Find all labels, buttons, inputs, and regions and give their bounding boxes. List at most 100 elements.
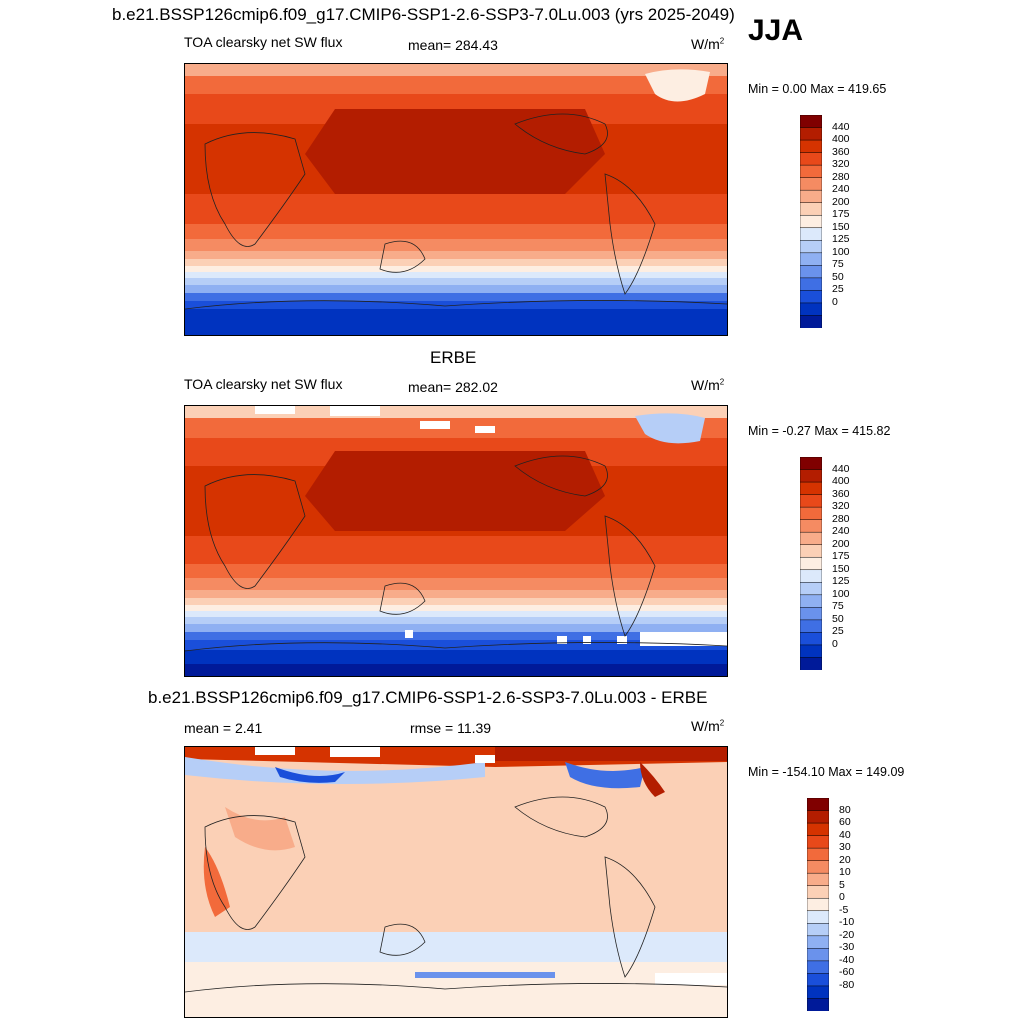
panel1-variable-label: TOA clearsky net SW flux <box>184 34 343 50</box>
colorbar-swatch <box>799 531 823 546</box>
colorbar-swatch <box>806 923 830 937</box>
panel1-minmax: Min = 0.00 Max = 419.65 <box>748 82 887 96</box>
panel2-units: W/m2 <box>691 377 725 393</box>
colorbar-swatch <box>806 897 830 912</box>
colorbar-swatch <box>799 139 823 154</box>
colorbar-tick-label: -60 <box>839 966 855 979</box>
colorbar-tick-label: 25 <box>832 625 844 638</box>
colorbar-tick-label: 5 <box>839 878 845 891</box>
colorbar-tick-label: 0 <box>832 637 838 650</box>
colorbar-swatch <box>806 985 830 1000</box>
colorbar-swatch <box>799 494 823 508</box>
colorbar-tick-label: 440 <box>832 462 850 475</box>
colorbar-swatch <box>799 302 823 317</box>
colorbar-tick-label: 80 <box>839 803 851 816</box>
colorbar-tick-label: 360 <box>832 487 850 500</box>
colorbar-swatch <box>799 114 823 129</box>
colorbar-swatch <box>799 519 823 533</box>
colorbar-tick-label: 75 <box>832 600 844 613</box>
colorbar-tick-label: 150 <box>832 220 850 233</box>
colorbar-swatch <box>806 910 830 925</box>
panel2-header: ERBE <box>430 348 477 367</box>
colorbar-tick-label: 50 <box>832 612 844 625</box>
colorbar-swatch <box>799 544 823 558</box>
panel1-units: W/m2 <box>691 36 725 52</box>
colorbar-tick-label: 240 <box>832 183 850 196</box>
colorbar-swatch <box>799 456 823 471</box>
colorbar-swatch <box>799 506 823 521</box>
panel3-rmse-label: rmse = 11.39 <box>410 720 492 736</box>
colorbar-swatch <box>799 469 823 483</box>
colorbar-swatch <box>799 481 823 496</box>
colorbar-tick-label: 10 <box>839 866 851 879</box>
colorbar-swatch <box>806 860 830 874</box>
colorbar-swatch <box>806 973 830 987</box>
colorbar-swatch <box>806 797 830 812</box>
colorbar-swatch <box>799 644 823 659</box>
colorbar-tick-label: 50 <box>832 270 844 283</box>
colorbar-tick-label: 280 <box>832 170 850 183</box>
colorbar-tick-label: 200 <box>832 537 850 550</box>
colorbar-swatch <box>806 960 830 975</box>
panel3-units: W/m2 <box>691 718 725 734</box>
difference-colorbar <box>806 797 830 1012</box>
colorbar-tick-label: 30 <box>839 841 851 854</box>
colorbar-swatch <box>799 189 823 204</box>
colorbar-tick-label: -20 <box>839 928 855 941</box>
colorbar-tick-label: 240 <box>832 525 850 538</box>
colorbar-swatch <box>799 240 823 254</box>
colorbar-swatch <box>799 556 823 571</box>
colorbar-swatch <box>799 202 823 216</box>
colorbar-tick-label: 25 <box>832 283 844 296</box>
colorbar-swatch <box>806 872 830 887</box>
colorbar-tick-label: 100 <box>832 245 850 258</box>
colorbar-tick-label: 360 <box>832 145 850 158</box>
colorbar-tick-label: 400 <box>832 475 850 488</box>
colorbar-swatch <box>799 214 823 229</box>
colorbar-tick-label: 320 <box>832 158 850 171</box>
colorbar-tick-label: 100 <box>832 587 850 600</box>
colorbar-tick-label: 175 <box>832 550 850 563</box>
colorbar-tick-label: -10 <box>839 916 855 929</box>
colorbar-swatch <box>799 607 823 621</box>
colorbar-swatch <box>799 315 823 329</box>
colorbar-swatch <box>799 177 823 191</box>
colorbar-swatch <box>799 127 823 141</box>
colorbar-tick-label: 150 <box>832 562 850 575</box>
panel3-mean-label: mean = 2.41 <box>184 720 263 736</box>
colorbar-swatch <box>799 594 823 609</box>
colorbar-tick-label: -40 <box>839 953 855 966</box>
season-label: JJA <box>748 14 804 47</box>
colorbar-tick-label: -5 <box>839 903 849 916</box>
panel1-mean-label: mean= 284.43 <box>408 37 498 53</box>
colorbar-tick-label: 280 <box>832 512 850 525</box>
colorbar-tick-label: -80 <box>839 978 855 991</box>
colorbar-tick-label: 320 <box>832 500 850 513</box>
colorbar-tick-label: 0 <box>839 891 845 904</box>
colorbar-swatch <box>799 582 823 596</box>
colorbar-swatch <box>799 227 823 242</box>
colorbar-swatch <box>799 657 823 671</box>
difference-map <box>184 746 728 1018</box>
colorbar-tick-label: 20 <box>839 853 851 866</box>
colorbar-tick-label: 125 <box>832 233 850 246</box>
colorbar-swatch <box>799 290 823 304</box>
panel2-variable-label: TOA clearsky net SW flux <box>184 376 343 392</box>
colorbar-tick-label: 400 <box>832 133 850 146</box>
colorbar-swatch <box>806 847 830 862</box>
colorbar-swatch <box>806 810 830 824</box>
erbe-field-map <box>184 405 728 677</box>
panel2-mean-label: mean= 282.02 <box>408 379 498 395</box>
erbe-field-colorbar <box>799 456 823 671</box>
colorbar-swatch <box>806 998 830 1012</box>
colorbar-tick-label: 125 <box>832 575 850 588</box>
colorbar-swatch <box>799 152 823 166</box>
colorbar-tick-label: 440 <box>832 120 850 133</box>
colorbar-tick-label: 60 <box>839 816 851 829</box>
colorbar-tick-label: 0 <box>832 295 838 308</box>
colorbar-swatch <box>806 948 830 962</box>
colorbar-tick-label: 40 <box>839 828 851 841</box>
colorbar-swatch <box>806 835 830 849</box>
colorbar-swatch <box>799 164 823 179</box>
colorbar-swatch <box>806 885 830 899</box>
